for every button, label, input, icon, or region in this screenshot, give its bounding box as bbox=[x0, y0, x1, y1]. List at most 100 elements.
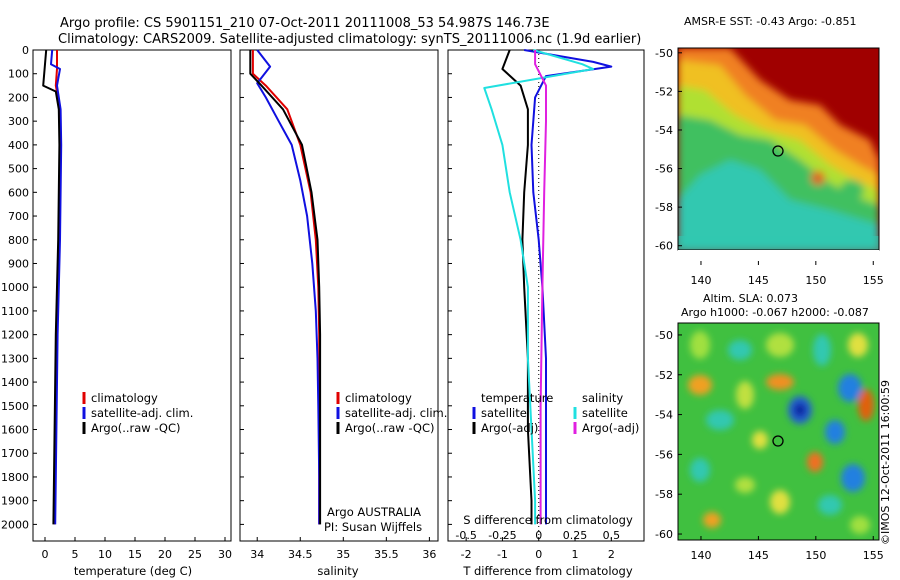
figure-title-line2: Climatology: CARS2009. Satellite-adjuste… bbox=[58, 32, 641, 47]
s-diff-tick-label: -0.25 bbox=[488, 529, 516, 542]
t-diff-tick-label: 0 bbox=[535, 548, 542, 561]
depth-tick-label: 1400 bbox=[1, 376, 29, 389]
lat-tick-label: -56 bbox=[655, 163, 673, 176]
lon-tick-label: 150 bbox=[805, 549, 826, 562]
depth-tick-label: 2000 bbox=[1, 518, 29, 531]
t-diff-tick-label: 2 bbox=[608, 548, 615, 561]
temperature-axes-frame bbox=[32, 49, 232, 542]
argo-float-marker bbox=[772, 435, 784, 447]
legend-label-argo: Argo(..raw -QC) bbox=[91, 421, 181, 435]
legend-label-climatology: climatology bbox=[345, 391, 412, 405]
s-diff-tick-label: 0.25 bbox=[563, 529, 588, 542]
lat-tick-label: -54 bbox=[655, 124, 673, 137]
legend-label-sal-argo: Argo(-adj) bbox=[582, 421, 639, 435]
salinity-panel: 34 34.5 35 35.5 36 salinity climatology sate… bbox=[239, 49, 447, 578]
depth-tick-label: 1000 bbox=[1, 281, 29, 294]
sst-map-image bbox=[678, 48, 879, 250]
imos-watermark: ©IMOS 12-Oct-2011 16:00:59 bbox=[879, 380, 892, 545]
s-diff-tick-label: -0.5 bbox=[455, 529, 476, 542]
salinity-xlabel: salinity bbox=[317, 564, 358, 578]
depth-tick-label: 100 bbox=[8, 68, 29, 81]
x-tick-label: 25 bbox=[188, 548, 202, 561]
lat-tick-label: -52 bbox=[655, 85, 673, 98]
t-difference-xlabel: T difference from climatology bbox=[462, 564, 633, 578]
figure-title-line1: Argo profile: CS 5901151_210 07-Oct-2011… bbox=[60, 16, 550, 31]
depth-tick-label: 600 bbox=[8, 186, 29, 199]
lat-tick-label: -60 bbox=[655, 528, 673, 541]
s-diff-tick-label: 0 bbox=[535, 529, 542, 542]
x-tick-label: 0 bbox=[42, 548, 49, 561]
t-diff-tick-label: -1 bbox=[497, 548, 508, 561]
x-tick-label: 35.5 bbox=[374, 548, 399, 561]
depth-tick-label: 1700 bbox=[1, 447, 29, 460]
depth-tick-label: 1900 bbox=[1, 495, 29, 508]
lat-tick-label: -50 bbox=[655, 47, 673, 60]
argo-float-marker bbox=[772, 145, 784, 157]
depth-tick-label: 500 bbox=[8, 163, 29, 176]
lon-tick-label: 140 bbox=[690, 549, 711, 562]
legend-label-argo: Argo(..raw -QC) bbox=[345, 421, 435, 435]
s-difference-label: S difference from climatology bbox=[463, 513, 633, 527]
x-tick-label: 10 bbox=[98, 548, 112, 561]
x-tick-label: 5 bbox=[72, 548, 79, 561]
float-owner-note: Argo AUSTRALIA bbox=[327, 505, 421, 519]
depth-tick-label: 300 bbox=[8, 115, 29, 128]
lon-tick-label: 150 bbox=[805, 274, 826, 287]
legend-label-temp-satellite: satellite bbox=[481, 406, 527, 420]
x-tick-label: 36 bbox=[422, 548, 436, 561]
temp-satellite-line bbox=[524, 49, 613, 525]
temperature-legend: climatology satellite-adj. clim. Argo(..… bbox=[82, 391, 193, 435]
legend-label-satellite: satellite-adj. clim. bbox=[345, 406, 447, 420]
sla-map-image bbox=[678, 323, 879, 540]
x-tick-label: 34.5 bbox=[288, 548, 313, 561]
lon-tick-label: 155 bbox=[863, 549, 884, 562]
lat-tick-label: -58 bbox=[655, 488, 673, 501]
salinity-axes-frame bbox=[239, 49, 439, 542]
satellite-line bbox=[256, 49, 321, 525]
lat-tick-label: -60 bbox=[655, 240, 673, 253]
depth-tick-label: 1100 bbox=[1, 305, 29, 318]
x-tick-label: 30 bbox=[218, 548, 232, 561]
s-diff-tick-label: 0.5 bbox=[603, 529, 621, 542]
lon-tick-label: 145 bbox=[748, 549, 769, 562]
lat-tick-label: -58 bbox=[655, 201, 673, 214]
argo-line bbox=[249, 50, 322, 525]
x-tick-label: 35 bbox=[336, 548, 350, 561]
lat-tick-label: -56 bbox=[655, 448, 673, 461]
sla-map-panel: Altim. SLA: 0.073 Argo h1000: -0.067 h20… bbox=[655, 292, 884, 562]
lon-tick-label: 155 bbox=[863, 274, 884, 287]
difference-legend: temperature satellite Argo(-adj) salinit… bbox=[472, 391, 639, 435]
sla-map-frame bbox=[677, 322, 880, 541]
lat-tick-label: -50 bbox=[655, 329, 673, 342]
x-tick-label: 34 bbox=[250, 548, 264, 561]
temperature-panel: 0100200300400500600700800900100011001200… bbox=[1, 44, 232, 578]
sla-map-title-line1: Altim. SLA: 0.073 bbox=[703, 292, 798, 305]
argo-line bbox=[42, 49, 61, 525]
sst-map-title: AMSR-E SST: -0.43 Argo: -0.851 bbox=[684, 15, 856, 28]
temperature-xlabel: temperature (deg C) bbox=[74, 564, 192, 578]
difference-panel: -2 -1 0 1 2 -0.5 -0.25 0 0.25 0.5 S difference fr… bbox=[447, 49, 645, 578]
depth-tick-label: 1500 bbox=[1, 400, 29, 413]
x-tick-label: 20 bbox=[158, 548, 172, 561]
float-pi-note: PI: Susan Wijffels bbox=[324, 520, 422, 534]
sal-argo-line bbox=[534, 50, 547, 525]
sal-satellite-line bbox=[483, 49, 595, 525]
depth-tick-label: 900 bbox=[8, 257, 29, 270]
depth-tick-label: 1200 bbox=[1, 329, 29, 342]
t-diff-tick-label: 1 bbox=[572, 548, 579, 561]
lon-tick-label: 140 bbox=[690, 274, 711, 287]
sst-map-panel: AMSR-E SST: -0.43 Argo: -0.851 -50 -52 -54… bbox=[655, 15, 884, 287]
salinity-legend: climatology satellite-adj. clim. Argo(..… bbox=[336, 391, 447, 435]
depth-tick-label: 1300 bbox=[1, 352, 29, 365]
depth-tick-label: 700 bbox=[8, 210, 29, 223]
lat-tick-label: -54 bbox=[655, 409, 673, 422]
depth-tick-label: 800 bbox=[8, 234, 29, 247]
sla-map-title-line2: Argo h1000: -0.067 h2000: -0.087 bbox=[681, 306, 869, 319]
legend-title-temperature: temperature bbox=[481, 391, 553, 405]
t-diff-tick-label: -2 bbox=[461, 548, 472, 561]
depth-tick-label: 0 bbox=[22, 44, 29, 57]
depth-tick-label: 400 bbox=[8, 139, 29, 152]
depth-tick-label: 1600 bbox=[1, 424, 29, 437]
depth-tick-label: 200 bbox=[8, 91, 29, 104]
